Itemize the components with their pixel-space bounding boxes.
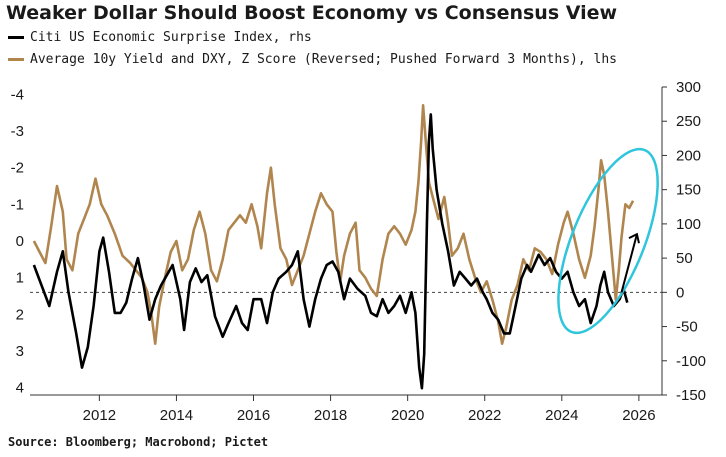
legend-label-citi: Citi US Economic Surprise Index, rhs xyxy=(30,30,312,45)
y-left-tick-label: 0 xyxy=(16,233,24,250)
y-right-tick-label: 150 xyxy=(676,182,701,199)
y-right-tick-label: -50 xyxy=(676,319,698,336)
legend-swatch-citi xyxy=(8,36,24,39)
legend-swatch-zscore xyxy=(8,58,24,61)
series-line-citi xyxy=(32,113,629,390)
trend-arrow-shaft xyxy=(620,233,638,293)
y-left-tick-label: -4 xyxy=(11,86,24,103)
x-tick-label: 2018 xyxy=(314,407,347,424)
x-tick-label: 2024 xyxy=(545,407,578,424)
x-tick-label: 2020 xyxy=(391,407,424,424)
y-left-tick-label: -3 xyxy=(11,123,24,140)
legend-item-citi: Citi US Economic Surprise Index, rhs xyxy=(8,30,312,45)
y-right-tick-label: 50 xyxy=(676,250,693,267)
y-right-tick-label: 100 xyxy=(676,216,701,233)
x-tick-label: 2022 xyxy=(468,407,501,424)
series-lines xyxy=(32,104,635,390)
x-tick-label: 2012 xyxy=(83,407,116,424)
y-right-tick-label: 200 xyxy=(676,147,701,164)
plot-frame xyxy=(30,87,663,396)
y-left-tick-label: 2 xyxy=(16,306,24,323)
y-left-tick-label: 1 xyxy=(16,270,24,287)
trend-arrow-head xyxy=(628,232,640,244)
source-note: Source: Bloomberg; Macrobond; Pictet xyxy=(8,435,269,449)
chart-title: Weaker Dollar Should Boost Economy vs Co… xyxy=(6,2,618,24)
y-right-tick-label: -150 xyxy=(676,387,706,404)
x-tick-label: 2014 xyxy=(160,407,193,424)
y-left-tick-label: 3 xyxy=(16,343,24,360)
legend-item-zscore: Average 10y Yield and DXY, Z Score (Reve… xyxy=(8,52,617,67)
x-tick-label: 2016 xyxy=(237,407,270,424)
highlight-ellipse xyxy=(557,147,659,335)
y-right-tick-label: 300 xyxy=(676,79,701,96)
y-right-tick-label: -100 xyxy=(676,353,706,370)
y-right-tick-label: 0 xyxy=(676,284,684,301)
legend-label-zscore: Average 10y Yield and DXY, Z Score (Reve… xyxy=(30,52,617,67)
y-right-tick-label: 250 xyxy=(676,113,701,130)
annotations xyxy=(557,147,659,335)
y-left-tick-label: 4 xyxy=(16,380,24,397)
axis-ticks: 2012 2014 2016 2018 2020 2022 2024 2026-4-3-2-1… xyxy=(11,79,706,424)
x-tick-label: 2026 xyxy=(622,407,655,424)
y-left-tick-label: -2 xyxy=(11,160,24,177)
series-line-zscore xyxy=(32,104,635,345)
y-left-tick-label: -1 xyxy=(11,196,24,213)
